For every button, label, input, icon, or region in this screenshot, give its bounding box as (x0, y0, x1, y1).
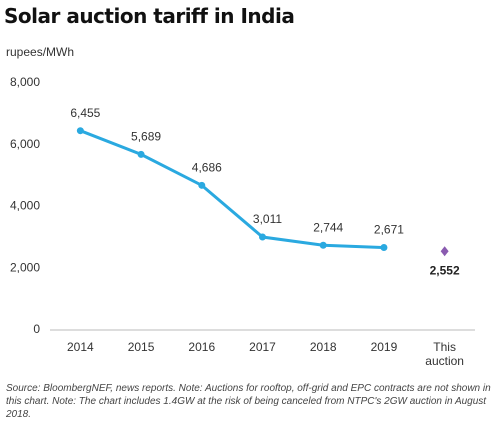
data-label: 2,671 (374, 223, 404, 237)
data-label: 5,689 (131, 130, 161, 144)
chart-title: Solar auction tariff in India (4, 4, 295, 28)
x-tick-label: 2014 (66, 340, 94, 354)
x-tick-label: 2015 (127, 340, 155, 354)
x-tick-label: 2016 (188, 340, 216, 354)
data-label: 6,455 (70, 106, 100, 120)
marker (198, 181, 206, 189)
y-tick-label: 0 (33, 322, 40, 336)
data-label: 2,744 (313, 220, 343, 234)
marker (76, 127, 84, 135)
marker (380, 244, 388, 252)
marker (440, 246, 449, 257)
x-tick-label: This auction (425, 340, 464, 368)
data-label: 4,686 (192, 160, 222, 174)
chart: 0 2,000 4,000 6,000 8,000 6,455 5,689 4,686 3,01… (10, 75, 475, 336)
y-tick-label: 4,000 (10, 199, 40, 213)
marker (319, 241, 327, 249)
line (79, 129, 384, 250)
marker (259, 233, 266, 241)
x-tick-label: 2018 (309, 340, 337, 354)
marker (137, 150, 145, 158)
y-tick-label: 6,000 (10, 137, 40, 151)
x-tick-label: 2017 (249, 340, 276, 354)
source-note: Source: BloombergNEF, news reports. Note… (6, 383, 491, 420)
y-tick-label: 8,000 (10, 75, 40, 89)
x-tick-label: 2019 (370, 340, 398, 354)
data-label: 2,552 (430, 263, 460, 277)
y-tick-label: 2,000 (10, 260, 40, 274)
data-label: 3,011 (253, 212, 282, 226)
y-axis-label: rupees/MWh (6, 45, 75, 59)
